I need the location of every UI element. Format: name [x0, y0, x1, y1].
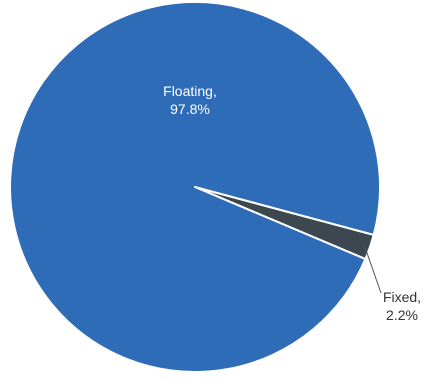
floating-slice-label: Floating,: [163, 83, 217, 99]
pie-labels: Floating, 97.8% Fixed, 2.2%: [163, 83, 421, 323]
floating-slice-value-label: 97.8%: [170, 101, 210, 117]
pie-slices: [9, 1, 381, 373]
fixed-leader-line: [363, 244, 382, 294]
fixed-slice-value-label: 2.2%: [386, 307, 418, 323]
pie-slice-floating: [9, 1, 381, 373]
fixed-slice-label: Fixed,: [383, 289, 421, 305]
